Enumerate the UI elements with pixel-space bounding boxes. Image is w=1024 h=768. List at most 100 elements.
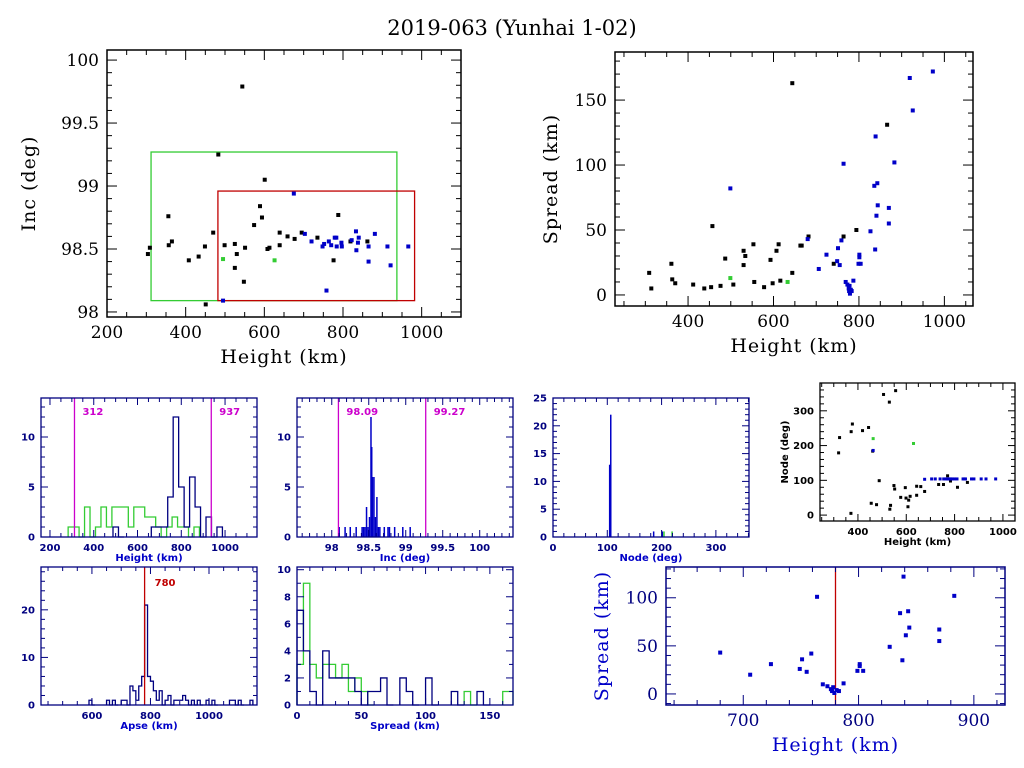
data-point [907,625,912,630]
panel-p6: 400 600 800 1000 0 100 200 300 Height (km) Node (… [780,382,1017,548]
x-tick-label: 1000 [195,711,223,722]
data-point [299,230,304,235]
x-tick-label: 800 [171,543,192,554]
data-point [899,495,903,499]
data-point [955,477,959,481]
data-point [830,689,835,694]
histogram-bar [338,527,340,537]
data-point [850,422,854,426]
marker-label: 98.09 [346,407,378,418]
data-point [906,505,910,509]
panel-p9: 700 800 900 0 50 100 Height (km) Spread (km) [591,566,1006,756]
data-point [778,278,783,283]
data-point [169,239,174,244]
y-axis-label: Node (deg) [780,421,791,484]
data-point [910,108,915,113]
data-point [942,477,946,481]
x-tick-label: 400 [83,543,104,554]
x-tick-label: 100 [415,711,436,722]
data-point [202,244,207,249]
y-tick-label: 0 [28,701,35,712]
data-point [875,203,880,208]
x-tick-label: 99.5 [430,543,455,554]
plot-frame [614,51,974,307]
x-tick-label: 400 [672,312,704,332]
data-point [836,689,841,694]
histogram-bar [362,527,365,537]
x-tick-label: 800 [842,711,874,731]
data-point [234,252,239,257]
y-tick-label: 98.5 [61,240,99,260]
data-point [322,241,327,246]
data-point [831,261,836,266]
data-point [894,389,898,393]
data-point [800,657,805,662]
data-point [731,282,736,287]
y-tick-label: 10 [21,653,35,664]
data-point [647,270,652,275]
data-point [221,298,226,303]
histogram-bar [349,527,352,537]
data-point [861,429,865,433]
data-point [302,231,307,236]
histogram-bar [388,527,391,537]
x-tick-label: 900 [958,711,990,731]
data-point [365,239,370,244]
x-tick-label: 700 [727,711,759,731]
data-point [145,252,150,257]
data-point [166,243,171,248]
y-tick-label: 100 [793,476,814,487]
data-point [984,477,988,481]
data-point [856,261,861,266]
data-point [166,214,171,219]
histogram-bar [364,527,366,537]
histogram-bar [355,527,357,537]
data-point [887,400,891,404]
x-tick-label: 300 [705,543,726,554]
data-point [893,487,897,491]
panel-p7: 780 600 800 1000 0 10 20 Apse (km) [21,566,258,732]
data-point [221,257,226,262]
data-point [670,277,675,282]
x-tick-label: 600 [81,711,102,722]
data-point [809,651,814,656]
y-axis-label: Inc (deg) [18,136,40,232]
data-point [885,122,890,127]
histogram-bar [409,527,411,537]
panel-p8: 0 50 100 150 0 2 4 6 8 10 Spread (km) [277,565,514,732]
data-point [843,279,848,284]
plot-frame [40,397,258,538]
y-tick-label: 20 [533,421,547,432]
histogram-bar [368,517,371,537]
data-point [748,672,753,677]
plot-frame [296,566,514,706]
data-point [243,245,248,250]
x-tick-label: 800 [140,711,161,722]
data-point [970,477,974,481]
data-point [277,230,282,235]
data-point [354,248,359,253]
data-point [723,256,728,261]
panel-p4: 98.09 99.27 98 98.5 99 99.5 100 0 5 10 Inc (deg) [277,397,514,564]
data-point [326,239,331,244]
data-point [751,242,756,247]
y-tick-label: 0 [540,533,547,544]
histogram-bar [652,531,655,537]
data-point [816,266,821,271]
histogram-bar [371,477,374,537]
data-point [324,288,329,293]
data-point [930,477,934,481]
data-point [366,259,371,264]
y-tick-label: 99.5 [61,114,99,134]
data-point [804,669,809,674]
x-tick-label: 50 [354,711,368,722]
data-point [768,662,773,667]
data-point [892,160,897,165]
data-point [790,270,795,275]
histogram-green [67,506,201,538]
plot-frame [819,382,1016,522]
data-point [259,215,264,220]
x-tick-label: 98.5 [356,543,381,554]
data-point [873,134,878,139]
data-point [937,627,942,632]
